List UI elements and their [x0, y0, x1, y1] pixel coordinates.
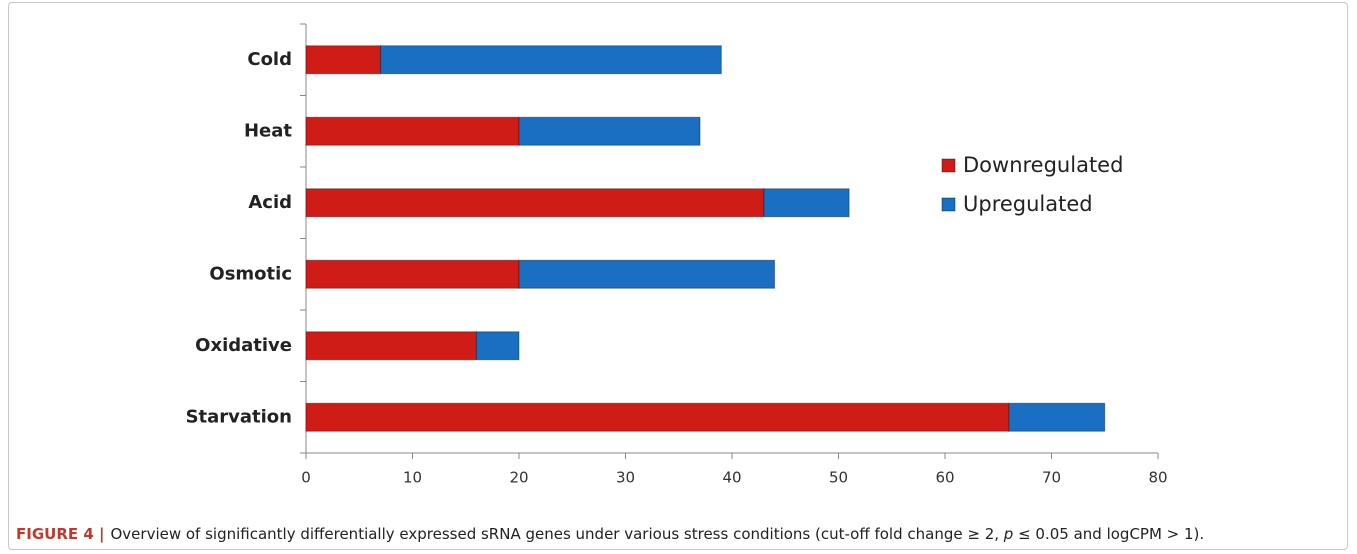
bar-segment — [518, 116, 701, 146]
legend-swatch — [941, 197, 956, 212]
x-tick-label: 50 — [829, 469, 848, 487]
x-tick-label: 10 — [403, 469, 422, 487]
bar-segment — [305, 331, 477, 361]
x-tick-label: 20 — [509, 469, 528, 487]
caption-text: p — [1003, 525, 1014, 543]
x-tick-label: 80 — [1148, 469, 1167, 487]
category-label: Starvation — [186, 406, 292, 427]
x-tick-label: 0 — [301, 469, 311, 487]
bar-segment — [305, 116, 520, 146]
caption: FIGURE 4 | Overview of significantly diff… — [16, 525, 1204, 544]
category-label: Heat — [244, 120, 292, 141]
category-label: Osmotic — [209, 263, 292, 284]
caption-label: FIGURE 4 | — [16, 525, 104, 544]
bar-segment — [305, 402, 1010, 432]
legend-swatch — [941, 158, 956, 173]
figure-frame — [8, 2, 1348, 550]
x-tick-label: 30 — [616, 469, 635, 487]
bar-segment — [1008, 402, 1106, 432]
legend-label: Downregulated — [963, 153, 1123, 177]
caption-text: Overview of significantly differentially… — [110, 525, 1003, 543]
bar-segment — [305, 259, 520, 289]
x-tick-label: 40 — [722, 469, 741, 487]
bar-segment — [518, 259, 776, 289]
x-tick-label: 60 — [935, 469, 954, 487]
category-label: Oxidative — [195, 335, 292, 356]
bar-segment — [380, 45, 722, 75]
bar-segment — [763, 188, 850, 218]
caption-text: ≤ 0.05 and logCPM > 1). — [1013, 525, 1204, 543]
category-label: Cold — [247, 49, 292, 70]
category-label: Acid — [248, 192, 292, 213]
legend-label: Upregulated — [963, 192, 1093, 216]
bar-segment — [475, 331, 520, 361]
bar-segment — [305, 188, 765, 218]
x-tick-label: 70 — [1042, 469, 1061, 487]
bar-segment — [305, 45, 382, 75]
